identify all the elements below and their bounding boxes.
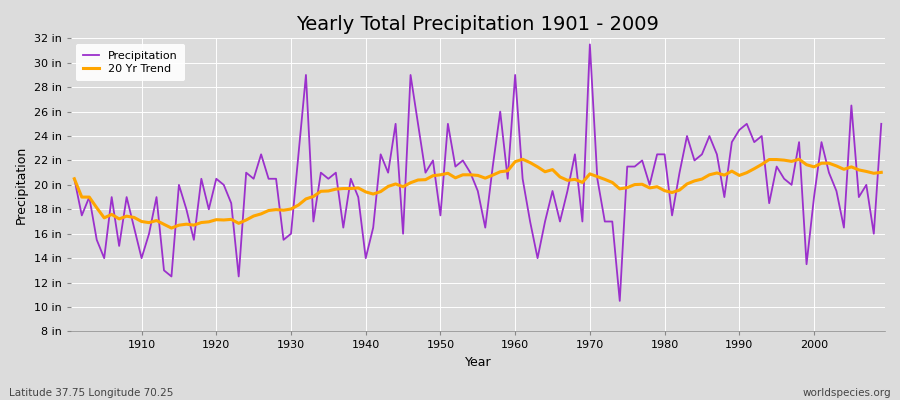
- 20 Yr Trend: [166, 226, 177, 230]
- Precipitation: [615, 298, 626, 303]
- 20 Yr Trend: [69, 176, 80, 181]
- X-axis label: Year: Year: [464, 356, 491, 369]
- 20 Yr Trend: [129, 215, 140, 220]
- Text: Latitude 37.75 Longitude 70.25: Latitude 37.75 Longitude 70.25: [9, 388, 174, 398]
- Precipitation: [607, 219, 617, 224]
- Precipitation: [129, 225, 140, 230]
- Text: worldspecies.org: worldspecies.org: [803, 388, 891, 398]
- 20 Yr Trend: [301, 196, 311, 201]
- Precipitation: [69, 176, 80, 181]
- Legend: Precipitation, 20 Yr Trend: Precipitation, 20 Yr Trend: [76, 44, 184, 81]
- 20 Yr Trend: [509, 159, 520, 164]
- Precipitation: [509, 72, 520, 77]
- Precipitation: [502, 176, 513, 181]
- 20 Yr Trend: [525, 160, 535, 165]
- Precipitation: [876, 122, 886, 126]
- 20 Yr Trend: [615, 186, 626, 191]
- 20 Yr Trend: [518, 157, 528, 162]
- Line: Precipitation: Precipitation: [75, 44, 881, 301]
- Precipitation: [584, 42, 595, 47]
- 20 Yr Trend: [346, 186, 356, 191]
- Precipitation: [293, 152, 304, 157]
- Precipitation: [338, 225, 348, 230]
- Title: Yearly Total Precipitation 1901 - 2009: Yearly Total Precipitation 1901 - 2009: [296, 15, 659, 34]
- 20 Yr Trend: [876, 170, 886, 175]
- Line: 20 Yr Trend: 20 Yr Trend: [75, 159, 881, 228]
- Y-axis label: Precipitation: Precipitation: [15, 146, 28, 224]
